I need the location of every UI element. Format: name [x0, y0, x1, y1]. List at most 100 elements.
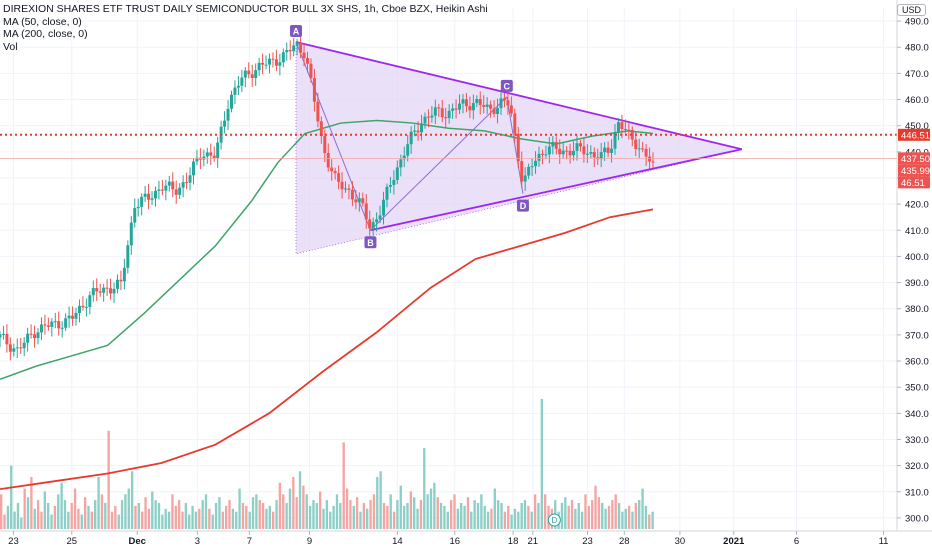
volume-bar — [419, 500, 423, 529]
triangle-upper-line — [295, 41, 743, 151]
candle-body — [312, 78, 316, 102]
time-tick-label: 18 — [508, 536, 519, 547]
price-tick-label: 400.0 — [905, 252, 929, 263]
candle-body — [482, 104, 486, 107]
price-tick-label: 300.0 — [905, 513, 929, 524]
volume-bar — [560, 503, 564, 529]
candle-body — [39, 324, 43, 333]
price-label-text: 446.51 — [901, 130, 930, 141]
candle-body — [81, 305, 85, 308]
volume-bar — [221, 511, 224, 529]
volume-bar — [376, 477, 379, 529]
volume-bar — [278, 482, 282, 529]
price-label-text: 46.51 — [901, 178, 925, 189]
candle-body — [392, 179, 396, 185]
candle-body — [357, 198, 361, 203]
legend-ma200[interactable]: MA (200, close, 0) — [3, 28, 88, 40]
volume-bar — [543, 494, 547, 529]
candle-body — [444, 117, 448, 119]
legend-vol[interactable]: Vol — [3, 40, 18, 53]
pattern-markers: A B C D D — [290, 24, 561, 527]
volume-bar — [255, 494, 258, 529]
candle-body — [67, 315, 71, 319]
candle-body — [271, 58, 275, 60]
volume-bar — [540, 399, 543, 529]
candle-body — [46, 325, 50, 327]
volume-bar — [97, 477, 100, 529]
candle-body — [33, 334, 37, 339]
pattern-marker-label: C — [504, 81, 511, 91]
volume-bar — [503, 511, 507, 529]
volume-bar — [638, 500, 641, 529]
candle-body — [544, 154, 548, 156]
volume-bar — [238, 488, 241, 529]
candle-body — [19, 347, 23, 349]
volume-bar — [446, 511, 449, 529]
price-tick-label: 340.0 — [905, 409, 929, 420]
candle-body — [88, 295, 92, 307]
candle-body — [153, 190, 157, 199]
candle-body — [12, 348, 16, 352]
volume-bar — [567, 505, 570, 529]
volume-bar — [53, 505, 57, 529]
candle-body — [378, 215, 382, 220]
candle-body — [406, 144, 410, 156]
volume-bar — [386, 505, 389, 529]
volume-bar — [641, 488, 644, 529]
volume-bar — [208, 508, 211, 529]
volume-bar — [241, 503, 245, 529]
volume-bars — [0, 399, 654, 529]
candle-body — [295, 42, 299, 46]
volume-bar — [117, 514, 120, 529]
candle-body — [71, 315, 75, 319]
volume-bar — [429, 488, 433, 529]
volume-bar — [271, 511, 275, 529]
pattern-leg — [370, 96, 508, 231]
candle-body — [651, 161, 655, 163]
volume-bar — [315, 503, 319, 529]
volume-bar — [188, 514, 191, 529]
time-tick-label: 21 — [528, 536, 539, 547]
volume-bar — [0, 494, 3, 529]
volume-bar — [352, 505, 355, 529]
candle-body — [385, 186, 389, 200]
candle-body — [174, 189, 178, 195]
volume-bar — [402, 505, 406, 529]
volume-bar — [456, 508, 460, 529]
volume-bar — [211, 514, 214, 529]
candle-body — [485, 104, 489, 107]
volume-bar — [369, 500, 372, 529]
chart-legend: DIREXION SHARES ETF TRUST DAILY SEMICOND… — [3, 3, 488, 53]
volume-bar — [144, 497, 147, 529]
candle-body — [471, 103, 475, 111]
candle-body — [568, 150, 572, 156]
candle-body — [620, 122, 624, 130]
candle-body — [402, 155, 406, 160]
currency-button[interactable]: USD — [896, 4, 926, 16]
volume-bar — [137, 503, 141, 529]
volume-bar — [134, 505, 137, 529]
candle-body — [264, 64, 268, 66]
candle-body — [575, 143, 579, 151]
time-tick-label: 23 — [582, 536, 593, 547]
candle-body — [350, 189, 354, 200]
candle-body — [506, 100, 510, 106]
volume-bar — [147, 508, 151, 529]
volume-bar — [16, 503, 20, 529]
volume-bar — [40, 511, 43, 529]
volume-bar — [332, 505, 335, 529]
volume-bar — [184, 503, 188, 529]
volume-bar — [389, 494, 392, 529]
pattern-marker-bg — [500, 79, 513, 92]
candle-body — [499, 98, 503, 109]
legend-ma50[interactable]: MA (50, close, 0) — [3, 15, 82, 28]
candle-body — [337, 173, 341, 182]
volume-bar — [496, 500, 500, 529]
candle-body — [409, 131, 413, 145]
candle-body — [216, 142, 220, 159]
volume-bar — [231, 508, 235, 529]
candle-body — [133, 208, 137, 223]
